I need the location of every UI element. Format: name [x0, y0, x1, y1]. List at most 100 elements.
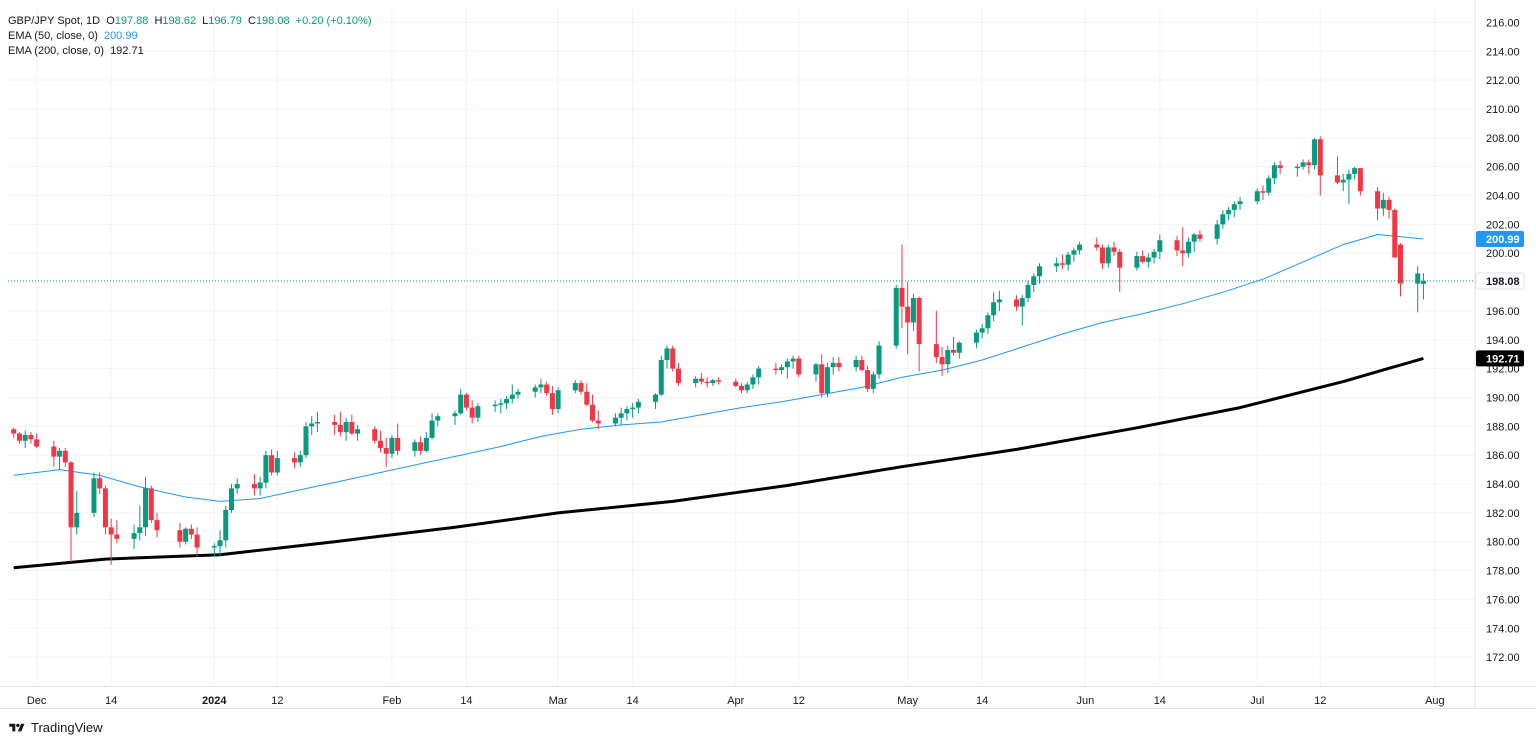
candle-body	[183, 528, 189, 542]
last-price-badge-label: 198.08	[1486, 276, 1520, 288]
candle-body	[389, 437, 395, 454]
candle-body	[630, 407, 636, 410]
candle-body	[504, 398, 510, 404]
legend-ema50-row[interactable]: EMA (50, close, 0) 200.99	[8, 29, 375, 44]
candle-body	[1340, 179, 1346, 183]
candle-body	[131, 533, 137, 539]
candle-body	[555, 390, 561, 410]
candle-body	[475, 406, 481, 418]
candle-body	[744, 384, 750, 391]
legend-high-value: 198.62	[162, 15, 197, 27]
candle-body	[1220, 214, 1226, 225]
legend-ohlc-row[interactable]: GBP/JPY Spot, 1D O197.88 H198.62 L196.79…	[8, 14, 375, 29]
brand-name: TradingView	[31, 720, 103, 735]
candle-body	[1231, 204, 1237, 210]
candle-body	[1312, 139, 1318, 166]
candle-body	[148, 488, 154, 521]
candle-body	[1346, 173, 1352, 180]
candle-body	[1077, 244, 1083, 251]
candle-body	[28, 434, 34, 440]
candle-body	[584, 391, 590, 405]
time-tick-label: 12	[1314, 695, 1326, 707]
candle-body	[1025, 284, 1031, 298]
legend-low-value: 196.79	[208, 15, 242, 27]
time-tick-label: 14	[105, 695, 117, 707]
candle-body	[177, 530, 183, 542]
price-tick-label: 192.00	[1486, 364, 1520, 376]
candle-body	[996, 299, 1002, 303]
price-tick-label: 202.00	[1486, 219, 1520, 231]
candle-body	[933, 344, 939, 358]
tradingview-logo[interactable]: TradingView	[8, 720, 103, 735]
legend-symbol: GBP/JPY Spot, 1D	[8, 15, 101, 27]
time-axis[interactable]: Dec 14 2024 12 Feb 14 Mar 14 Apr 12 May 14 Jun 14 Jul 1…	[0, 686, 1536, 709]
candle-body	[458, 394, 464, 414]
candle-body	[698, 378, 704, 382]
price-tick-label: 212.00	[1486, 75, 1520, 87]
candle-body	[332, 422, 338, 425]
price-tick-label: 180.00	[1486, 537, 1520, 549]
candle-body	[956, 342, 962, 353]
candle-body	[412, 442, 418, 451]
candle-body	[292, 458, 298, 463]
candle-body	[108, 527, 114, 535]
candle-body	[710, 380, 716, 384]
candle-body	[1254, 191, 1260, 202]
candle-body	[349, 422, 355, 434]
candle-body	[813, 364, 819, 375]
candle-body	[905, 306, 911, 323]
candle-body	[670, 348, 676, 369]
price-axis[interactable]: 172.00 174.00 176.00 178.00 180.00 182.00 184.…	[1474, 0, 1525, 708]
candle-body	[188, 528, 194, 535]
candle-body	[1111, 247, 1117, 252]
candle-body	[1260, 191, 1266, 193]
candle-body	[1386, 199, 1392, 210]
time-tick-label: Dec	[27, 695, 47, 707]
legend-high-label: H	[154, 15, 163, 27]
candle-body	[34, 439, 40, 447]
candle-body	[853, 359, 859, 368]
ema50-line	[13, 234, 1424, 502]
candle-body	[1398, 244, 1404, 284]
candle-body	[590, 404, 596, 421]
price-tick-label: 200.00	[1486, 248, 1520, 260]
candle-body	[819, 364, 825, 394]
candle-body	[779, 367, 785, 371]
candle-body	[423, 437, 429, 451]
candle-body	[991, 302, 997, 316]
candle-body	[1134, 256, 1140, 268]
price-tick-label: 186.00	[1486, 450, 1520, 462]
candle-body	[916, 297, 922, 345]
candle-body	[1415, 273, 1421, 284]
candles-group	[11, 136, 1426, 565]
candle-body	[1357, 168, 1363, 192]
candle-body	[693, 378, 699, 384]
candle-body	[314, 422, 320, 424]
candle-body	[750, 377, 756, 385]
candle-body	[452, 413, 458, 417]
time-tick-label: Feb	[382, 695, 401, 707]
candle-body	[137, 527, 143, 534]
price-tick-label: 174.00	[1486, 623, 1520, 635]
candle-body	[194, 534, 200, 548]
price-tick-label: 190.00	[1486, 392, 1520, 404]
candle-body	[102, 488, 108, 528]
ema200-badge-label: 192.71	[1486, 353, 1520, 365]
candle-body	[784, 361, 790, 368]
candle-body	[492, 404, 498, 407]
candle-body	[899, 287, 905, 307]
time-tick-label: 14	[460, 695, 472, 707]
legend-low-label: L	[202, 15, 209, 27]
candle-body	[62, 450, 68, 463]
price-tick-label: 206.00	[1486, 162, 1520, 174]
candle-body	[498, 403, 504, 405]
legend-ema200-row[interactable]: EMA (200, close, 0) 192.71	[8, 44, 375, 59]
candle-body	[143, 488, 149, 528]
candle-body	[74, 512, 80, 528]
candle-body	[223, 510, 229, 541]
candle-body	[1117, 251, 1123, 268]
candle-body	[1071, 250, 1077, 255]
